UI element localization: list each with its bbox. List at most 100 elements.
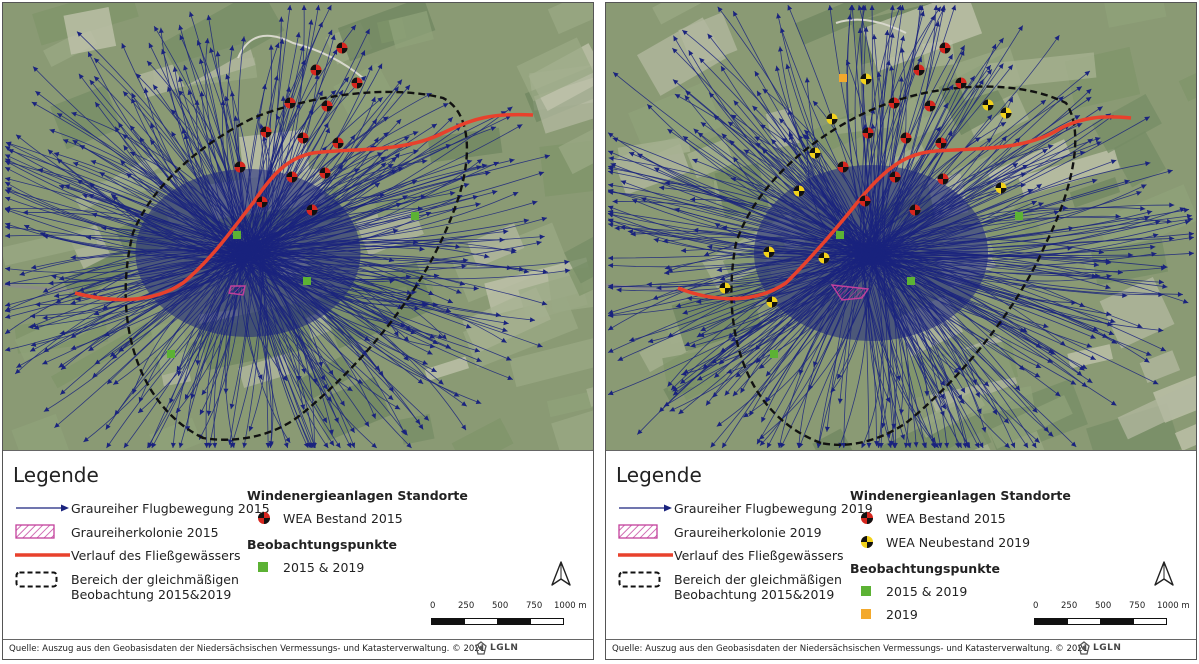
wea-new-marker xyxy=(793,185,805,197)
flight-density-core xyxy=(754,165,988,341)
area-dashed-box-icon xyxy=(15,571,58,588)
wea-existing-marker xyxy=(284,97,296,109)
wea-heading: Windenergieanlagen Standorte xyxy=(247,488,468,503)
scale-label-1000: 1000 m xyxy=(1157,601,1190,611)
flight-legend-label: Graureiher Flugbewegung 2019 xyxy=(674,501,873,516)
scale-label-750: 750 xyxy=(1129,601,1146,611)
colony-hatch-icon xyxy=(618,524,658,539)
legend: Legende Graureiher Flugbewegung 2019 Gra… xyxy=(606,451,1196,639)
wea-new-marker xyxy=(995,182,1007,194)
wea-new-marker xyxy=(766,296,778,308)
obs-point-both xyxy=(1015,212,1023,220)
wea-new-marker xyxy=(982,99,994,111)
wea-existing-marker xyxy=(924,100,936,112)
observation-area-boundary xyxy=(730,85,1077,446)
map-panel-2015: Legende Graureiher Flugbewegung 2015 Gra… xyxy=(2,2,594,660)
scale-label-750: 750 xyxy=(526,601,543,611)
area-dashed-box-icon xyxy=(618,571,661,588)
map-view[interactable] xyxy=(606,3,1196,451)
wea-existing-marker xyxy=(332,137,344,149)
scale-label-0: 0 xyxy=(430,601,436,611)
area-legend-label: Bereich der gleichmäßigen Beobachtung 20… xyxy=(71,572,239,602)
wea-existing-marker xyxy=(256,196,268,208)
obs-point-both xyxy=(770,350,778,358)
area-label-line2: Beobachtung 2015&2019 xyxy=(71,587,232,602)
source-footer: Quelle: Auszug aus den Geobasisdaten der… xyxy=(3,639,593,659)
wea-new-marker xyxy=(818,252,830,264)
obs-heading: Beobachtungspunkte xyxy=(850,561,1000,576)
wea-existing-icon xyxy=(861,512,873,524)
river-legend-label: Verlauf des Fließgewässers xyxy=(71,548,241,563)
wea-existing-icon xyxy=(258,512,270,524)
obs-2019-label: 2019 xyxy=(886,607,918,622)
wea-new-label: WEA Neubestand 2019 xyxy=(886,535,1031,550)
north-arrow-icon xyxy=(1154,561,1174,586)
wea-new-marker xyxy=(860,73,872,85)
wea-new-marker xyxy=(809,147,821,159)
map-panel-2019: Legende Graureiher Flugbewegung 2019 Gra… xyxy=(605,2,1197,660)
obs-point-both xyxy=(411,212,419,220)
wea-existing-marker xyxy=(935,137,947,149)
obs-point-2019 xyxy=(839,74,847,82)
flight-arrow-icon xyxy=(16,504,69,512)
legend-title: Legende xyxy=(13,463,99,487)
lgln-logo-text: LGLN xyxy=(1093,643,1122,653)
wea-existing-marker xyxy=(862,127,874,139)
obs-both-icon xyxy=(861,586,871,596)
wea-existing-marker xyxy=(913,64,925,76)
road xyxy=(835,18,907,34)
wea-existing-marker xyxy=(336,42,348,54)
obs-point-both xyxy=(303,277,311,285)
flight-arrow-icon xyxy=(619,504,672,512)
wea-existing-marker xyxy=(900,132,912,144)
colony-legend-label: Graureiherkolonie 2019 xyxy=(674,525,822,540)
scale-label-0: 0 xyxy=(1033,601,1039,611)
wea-existing-marker xyxy=(351,77,363,89)
wea-existing-marker xyxy=(310,64,322,76)
area-label-line2: Beobachtung 2015&2019 xyxy=(674,587,835,602)
scale-label-500: 500 xyxy=(1095,601,1112,611)
wea-existing-label: WEA Bestand 2015 xyxy=(886,511,1006,526)
lgln-logo: LGLN xyxy=(1078,641,1121,655)
scale-bar: 0 250 500 750 1000 m xyxy=(1033,601,1193,635)
wea-existing-marker xyxy=(955,77,967,89)
obs-point-both xyxy=(167,350,175,358)
wea-existing-marker xyxy=(286,171,298,183)
road xyxy=(237,34,364,79)
wea-existing-marker xyxy=(937,173,949,185)
river-line xyxy=(74,112,534,302)
wea-existing-marker xyxy=(260,126,272,138)
scale-bar: 0 250 500 750 1000 m xyxy=(430,601,590,635)
wea-new-marker xyxy=(763,246,775,258)
wea-existing-marker xyxy=(889,171,901,183)
scale-bar-graphic xyxy=(1034,618,1167,625)
wea-new-marker xyxy=(826,113,838,125)
wea-new-marker xyxy=(1000,107,1012,119)
scale-label-250: 250 xyxy=(458,601,475,611)
wea-existing-marker xyxy=(306,204,318,216)
map-view[interactable] xyxy=(3,3,593,451)
heron-colony xyxy=(228,285,246,296)
wea-existing-label: WEA Bestand 2015 xyxy=(283,511,403,526)
obs-both-label: 2015 & 2019 xyxy=(283,560,365,575)
lgln-logo-icon xyxy=(475,641,487,655)
obs-heading: Beobachtungspunkte xyxy=(247,537,397,552)
lgln-logo: LGLN xyxy=(475,641,518,655)
wea-existing-marker xyxy=(319,167,331,179)
river-line xyxy=(677,115,1132,301)
area-legend-label: Bereich der gleichmäßigen Beobachtung 20… xyxy=(674,572,842,602)
north-arrow-icon xyxy=(551,561,571,586)
legend: Legende Graureiher Flugbewegung 2015 Gra… xyxy=(3,451,593,639)
scale-bar-graphic xyxy=(431,618,564,625)
scale-label-250: 250 xyxy=(1061,601,1078,611)
source-footer: Quelle: Auszug aus den Geobasisdaten der… xyxy=(606,639,1196,659)
obs-2019-icon xyxy=(861,609,871,619)
legend-title: Legende xyxy=(616,463,702,487)
wea-existing-marker xyxy=(297,132,309,144)
flight-legend-label: Graureiher Flugbewegung 2015 xyxy=(71,501,270,516)
source-text: Quelle: Auszug aus den Geobasisdaten der… xyxy=(9,644,486,654)
map-canvas xyxy=(3,3,593,450)
wea-existing-marker xyxy=(909,204,921,216)
river-line-icon xyxy=(618,553,673,557)
wea-existing-marker xyxy=(234,161,246,173)
